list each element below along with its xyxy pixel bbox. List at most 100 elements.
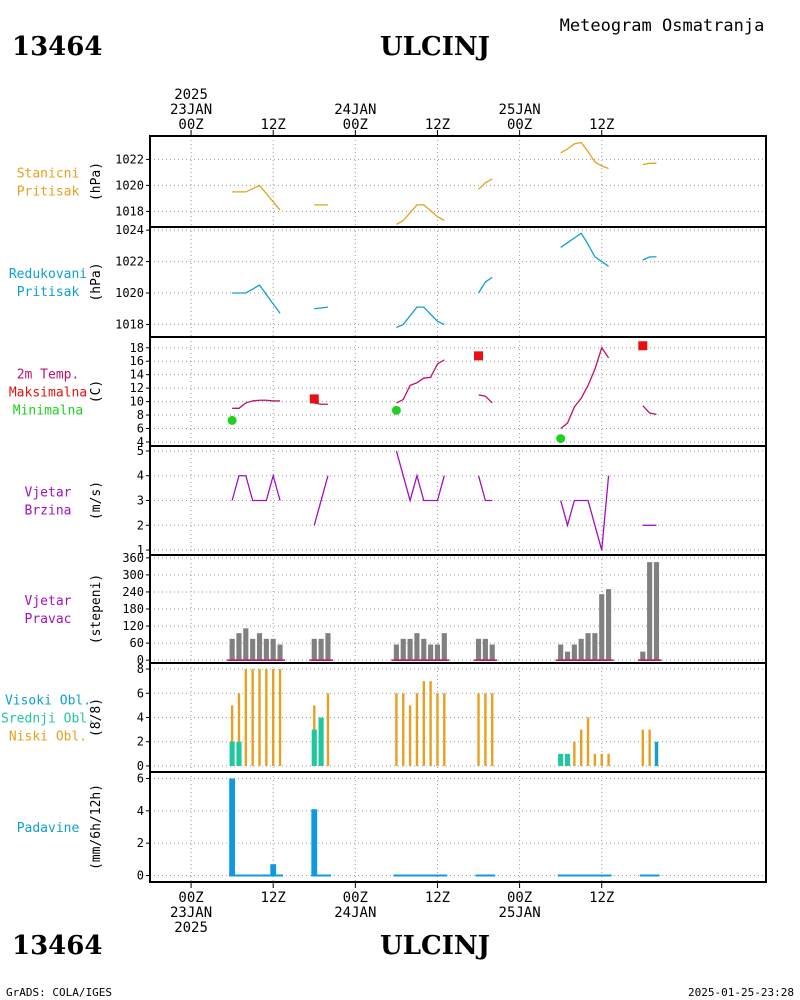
y-tick-label: 12 — [130, 381, 144, 395]
y-tick-label: 360 — [122, 551, 144, 565]
x-tick-label: 00Z — [507, 117, 532, 133]
bar — [400, 638, 406, 661]
panel-oblacnost: 0 2 4 6 8 (8/8)Visoki Obl. Srednji Obl. Niski O… — [1, 662, 767, 773]
min-temp-marker — [556, 434, 566, 444]
series-line — [396, 359, 445, 404]
x-tick-label: 24JAN — [334, 905, 376, 921]
bar — [489, 644, 495, 661]
y-tick-label: 1020 — [115, 178, 144, 192]
panel-frame — [149, 771, 767, 883]
unit-label: (mm/6h/12h) — [89, 784, 104, 870]
bar — [443, 693, 446, 766]
y-tick-label: 0 — [137, 653, 144, 667]
panel-frame — [149, 226, 767, 338]
y-tick-label: 300 — [122, 568, 144, 582]
panel-padavine: 0 2 4 6 (mm/6h/12h) Padavine — [17, 771, 767, 883]
x-tick-label: 2025 — [174, 87, 208, 103]
x-tick-label: 25JAN — [499, 905, 541, 921]
y-tick-label: 4 — [137, 435, 144, 449]
bar — [272, 669, 275, 766]
y-tick-label: 1024 — [115, 223, 144, 237]
bar — [230, 705, 234, 766]
bar — [564, 753, 571, 766]
bar — [278, 669, 282, 766]
series-line — [232, 284, 281, 314]
y-tick-label: 120 — [122, 619, 144, 633]
y-tick-label: 14 — [130, 368, 144, 382]
series-line — [642, 162, 657, 166]
bar — [484, 693, 487, 766]
y-tick-label: 1022 — [115, 152, 144, 166]
x-tick-label: 00Z — [343, 117, 368, 133]
series-line — [313, 475, 329, 526]
bar — [428, 644, 434, 661]
y-tick-label: 2 — [137, 735, 144, 749]
bar — [393, 644, 399, 661]
y-tick-label: 4 — [137, 711, 144, 725]
bar — [407, 638, 413, 661]
bar — [258, 669, 261, 766]
x-tick-label: 00Z — [507, 890, 532, 906]
bar — [607, 753, 610, 766]
series-line — [232, 184, 281, 211]
bar — [491, 693, 494, 766]
unit-label: (C) — [89, 380, 104, 403]
panel-label: Vjetar — [25, 486, 72, 501]
bar — [256, 633, 263, 661]
bar — [475, 638, 482, 661]
y-tick-label: 180 — [122, 602, 144, 616]
bar — [326, 693, 330, 766]
panel-label: Stanicni — [17, 167, 80, 182]
panel-label: Redukovani — [9, 267, 87, 282]
bar — [558, 644, 564, 661]
bar — [429, 681, 432, 766]
series-line — [395, 450, 445, 503]
unit-label: (hPa) — [89, 262, 104, 301]
series-line — [232, 399, 281, 409]
y-tick-label: 6 — [137, 422, 144, 436]
series-line — [477, 475, 493, 502]
min-temp-marker — [227, 415, 237, 425]
station-name-top: ULCINJ — [380, 32, 490, 62]
bar — [265, 669, 268, 766]
bar — [592, 633, 598, 661]
y-tick-label: 1 — [137, 543, 144, 557]
panel-vjetar_pravac: 0 60 120 180 240 300 360 (stepeni) Vjetar Pravac — [25, 551, 767, 667]
bar — [641, 729, 644, 766]
panel-label: Padavine — [17, 821, 80, 836]
bar — [251, 669, 254, 766]
bar — [600, 753, 603, 766]
timestamp-label: 2025-01-25-23:28 — [688, 986, 794, 999]
y-tick-label: 60 — [130, 636, 144, 650]
bar — [325, 633, 331, 661]
bar — [414, 633, 420, 661]
y-tick-label: 16 — [130, 354, 144, 368]
bar — [244, 669, 248, 766]
bar — [585, 633, 591, 661]
bar — [318, 717, 324, 766]
bar — [422, 681, 425, 766]
series-line — [477, 276, 493, 294]
x-tick-label: 00Z — [178, 890, 203, 906]
bar — [578, 638, 584, 661]
bar — [229, 638, 235, 661]
bar — [648, 729, 651, 766]
bar — [243, 628, 249, 661]
panel-label: Pritisak — [17, 185, 80, 200]
x-tick-label: 00Z — [343, 890, 368, 906]
credit-label: GrADS: COLA/IGES — [6, 986, 112, 999]
bar — [436, 693, 439, 766]
bar — [653, 562, 660, 661]
station-name-bottom: ULCINJ — [380, 931, 490, 961]
y-tick-label: 240 — [122, 585, 144, 599]
y-tick-label: 8 — [137, 662, 144, 676]
y-tick-label: 1018 — [115, 204, 144, 218]
series-line — [642, 256, 657, 261]
x-tick-label: 23JAN — [170, 905, 212, 921]
panels: 101810201022(hPa)StanicniPritisak1018102… — [1, 135, 767, 883]
panel-stanicni: 1018 1020 1022 (hPa) Stanicni Pritisak — [17, 135, 767, 228]
x-tick-label: 00Z — [178, 117, 203, 133]
bar — [311, 809, 318, 876]
